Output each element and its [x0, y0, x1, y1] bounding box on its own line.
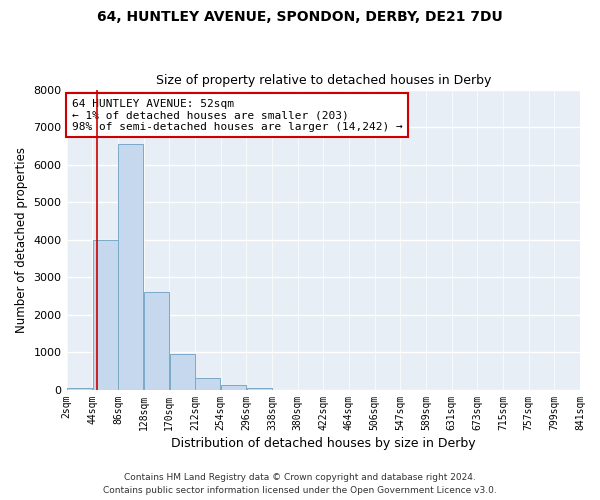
Text: 64 HUNTLEY AVENUE: 52sqm
← 1% of detached houses are smaller (203)
98% of semi-d: 64 HUNTLEY AVENUE: 52sqm ← 1% of detache…: [71, 98, 403, 132]
Bar: [67, 388, 92, 390]
Bar: [144, 292, 169, 390]
Bar: [92, 240, 118, 390]
Bar: [118, 144, 143, 390]
Bar: [195, 378, 220, 390]
Bar: [247, 388, 272, 390]
X-axis label: Distribution of detached houses by size in Derby: Distribution of detached houses by size …: [171, 437, 476, 450]
Y-axis label: Number of detached properties: Number of detached properties: [15, 147, 28, 333]
Title: Size of property relative to detached houses in Derby: Size of property relative to detached ho…: [155, 74, 491, 87]
Text: Contains HM Land Registry data © Crown copyright and database right 2024.
Contai: Contains HM Land Registry data © Crown c…: [103, 474, 497, 495]
Bar: [221, 386, 246, 390]
Text: 64, HUNTLEY AVENUE, SPONDON, DERBY, DE21 7DU: 64, HUNTLEY AVENUE, SPONDON, DERBY, DE21…: [97, 10, 503, 24]
Bar: [170, 354, 194, 390]
